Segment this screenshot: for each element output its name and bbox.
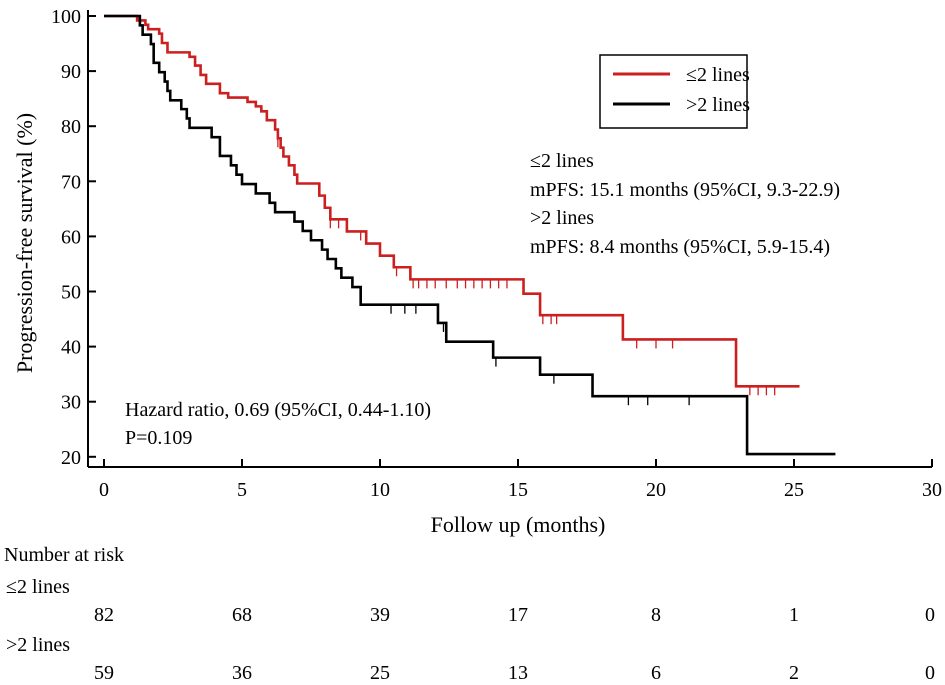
legend-label-le2: ≤2 lines	[686, 64, 750, 86]
risk-count: 59	[94, 662, 114, 684]
risk-count: 0	[925, 604, 935, 626]
risk-count: 8	[651, 604, 661, 626]
km-survival-chart: 20 30 40 50 60 70 80 90 100 0 5 10 15 20 25 30 Progres…	[12, 6, 942, 537]
y-tick-label: 40	[61, 337, 81, 359]
x-tick-label: 0	[99, 479, 109, 501]
y-tick-label: 70	[61, 171, 81, 193]
survival-curves	[104, 14, 836, 456]
annotation-gt2-label: >2 lines	[530, 207, 594, 229]
risk-count: 13	[508, 662, 528, 684]
legend: ≤2 lines >2 lines	[599, 54, 750, 129]
legend-box	[599, 54, 748, 129]
x-tick-label: 20	[646, 479, 666, 501]
y-tick-label: 20	[61, 447, 81, 469]
survival-curve-gt2	[104, 14, 836, 456]
risk-count: 39	[370, 604, 390, 626]
risk-count: 0	[925, 662, 935, 684]
x-tick-label: 30	[922, 479, 942, 501]
annotation-p-value: P=0.109	[125, 427, 192, 449]
y-axis-title: Progression-free survival (%)	[12, 113, 37, 373]
risk-count: 82	[94, 604, 114, 626]
risk-count: 25	[370, 662, 390, 684]
survival-curve-le2	[104, 14, 800, 388]
y-tick-label: 60	[61, 226, 81, 248]
y-axis-ticks: 20 30 40 50 60 70 80 90 100	[51, 6, 96, 469]
risk-count: 17	[508, 604, 528, 626]
legend-label-gt2: >2 lines	[686, 94, 750, 116]
risk-count: 6	[651, 662, 661, 684]
risk-count: 36	[232, 662, 252, 684]
risk-count: 1	[789, 604, 799, 626]
annotation-hazard-ratio: Hazard ratio, 0.69 (95%CI, 0.44-1.10)	[125, 399, 431, 421]
y-tick-label: 100	[51, 6, 81, 28]
risk-count: 68	[232, 604, 252, 626]
y-tick-label: 50	[61, 282, 81, 304]
x-tick-label: 5	[237, 479, 247, 501]
annotation-le2-mpfs: mPFS: 15.1 months (95%CI, 9.3-22.9)	[530, 179, 840, 201]
x-axis-ticks: 0 5 10 15 20 25 30	[99, 459, 942, 501]
risk-group-label-le2: ≤2 lines	[6, 576, 70, 598]
x-axis-title: Follow up (months)	[431, 512, 606, 537]
x-tick-label: 15	[508, 479, 528, 501]
x-tick-label: 10	[370, 479, 390, 501]
risk-count: 2	[789, 662, 799, 684]
risk-table-title: Number at risk	[4, 544, 124, 566]
y-tick-label: 30	[61, 392, 81, 414]
y-tick-label: 90	[61, 61, 81, 83]
y-tick-label: 80	[61, 116, 81, 138]
x-tick-label: 25	[784, 479, 804, 501]
annotation-gt2-mpfs: mPFS: 8.4 months (95%CI, 5.9-15.4)	[530, 236, 830, 258]
risk-group-label-gt2: >2 lines	[6, 634, 71, 656]
annotation-le2-label: ≤2 lines	[530, 150, 594, 172]
